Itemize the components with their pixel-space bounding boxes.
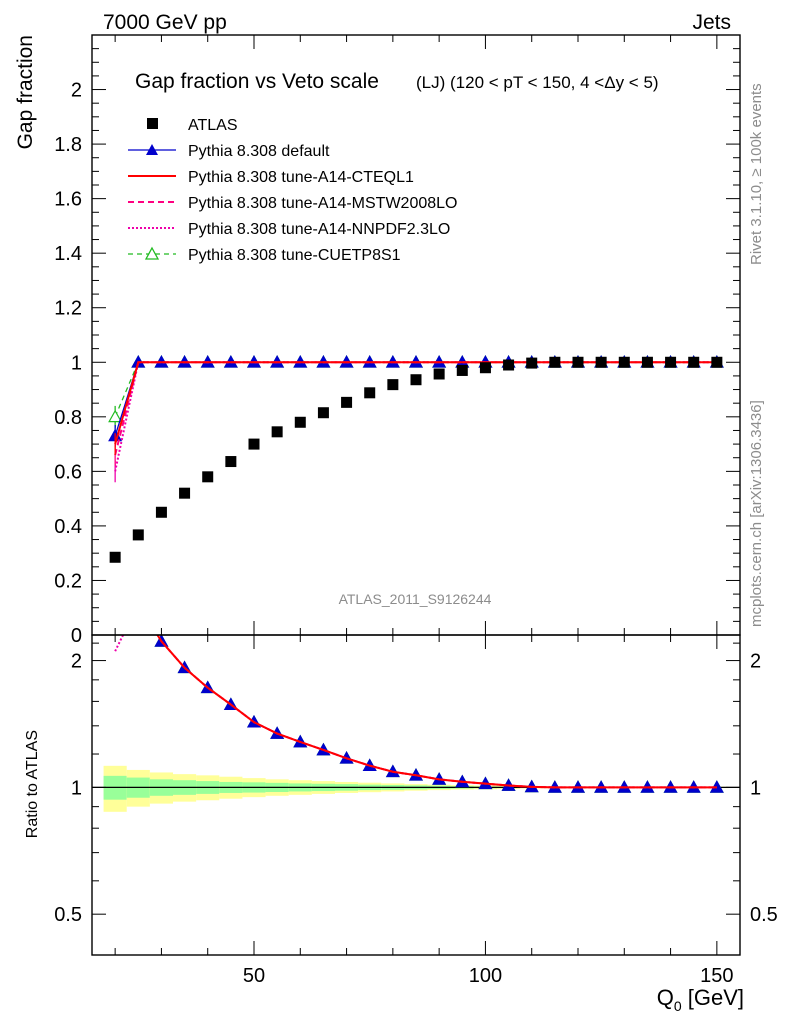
atlas-data-point [132, 529, 144, 541]
watermark-analysis: ATLAS_2011_S9126244 [339, 591, 492, 607]
y-tick-label: 1.6 [54, 189, 82, 211]
y-axis-label: Gap fraction [14, 35, 37, 149]
x-axis-label-sub: 0 [674, 998, 682, 1014]
atlas-data-point [641, 356, 653, 368]
ratio-y-tick-label: 1 [71, 777, 82, 799]
ratio-panel-frame [91, 634, 741, 956]
series-cuetp-ratio-point [132, 598, 144, 609]
legend-cuetp-label: Pythia 8.308 tune-CUETP8S1 [188, 247, 401, 264]
ratio-y-tick-label: 0.5 [54, 904, 82, 926]
legend-default-marker [146, 144, 158, 155]
atlas-data-point [341, 396, 353, 408]
legend-cteql1-label: Pythia 8.308 tune-A14-CTEQL1 [188, 169, 414, 186]
series-default-ratio-point [109, 609, 121, 620]
series-default-ratio-line [156, 635, 717, 789]
ratio-y-tick-label: 2 [71, 651, 82, 673]
legend-default-label: Pythia 8.308 default [188, 143, 330, 160]
legend: ATLAS Pythia 8.308 default Pythia 8.308 … [128, 117, 457, 264]
atlas-data-point [479, 362, 491, 374]
atlas-data-point [248, 438, 260, 450]
mcplots-label: mcplots.cern.ch [arXiv:1306.3436] [748, 400, 765, 627]
legend-cuetp-marker [144, 246, 160, 260]
atlas-data-point [618, 356, 630, 368]
atlas-data-point [665, 356, 677, 368]
chart-title: Gap fraction vs Veto scale [135, 70, 379, 93]
ratio-y-tick-label-right: 1 [750, 777, 761, 799]
y-tick-label: 2 [71, 80, 82, 102]
atlas-data-point [317, 407, 329, 419]
legend-atlas-marker [147, 118, 158, 129]
atlas-data-point [202, 471, 214, 483]
series-mstw-ratio-line [156, 635, 717, 789]
atlas-data-point [526, 357, 538, 369]
legend-nnpdf-label: Pythia 8.308 tune-A14-NNPDF2.3LO [188, 221, 450, 238]
x-tick-label: 50 [243, 965, 265, 987]
header-process-label: Jets [692, 11, 731, 34]
legend-atlas-label: ATLAS [188, 117, 238, 134]
x-axis-label-var: Q [657, 985, 674, 1010]
atlas-data-point [503, 359, 515, 371]
series-cuetp-ratio-point [109, 593, 121, 604]
y-tick-label: 0 [71, 625, 82, 647]
series-default-ratio-point [132, 598, 144, 609]
ratio-y-axis-label: Ratio to ATLAS [24, 730, 41, 838]
data-series [108, 355, 724, 793]
header-beam-label: 7000 GeV pp [103, 11, 227, 34]
ratio-y-tick-label-right: 0.5 [750, 904, 778, 926]
y-tick-label: 1.8 [54, 134, 82, 156]
series-cuetp-line [114, 361, 717, 418]
atlas-data-point [364, 387, 376, 399]
atlas-data-point [179, 487, 191, 499]
y-tick-label: 1.4 [54, 243, 82, 265]
atlas-data-point [688, 356, 700, 368]
atlas-data-point [271, 426, 283, 438]
atlas-points [109, 356, 723, 563]
series-cteql1-ratio-line [156, 635, 717, 789]
y-tick-label: 0.8 [54, 407, 82, 429]
atlas-data-point [549, 356, 561, 368]
series-cteql1-line [114, 361, 717, 445]
y-tick-label: 0.6 [54, 461, 82, 483]
atlas-data-point [595, 356, 607, 368]
atlas-data-point [109, 551, 121, 563]
atlas-data-point [410, 374, 422, 386]
y-tick-label: 1.2 [54, 298, 82, 320]
series-default-line [114, 361, 717, 437]
legend-mstw-label: Pythia 8.308 tune-A14-MSTW2008LO [188, 195, 457, 212]
atlas-data-point [155, 506, 167, 518]
x-tick-label: 100 [469, 965, 502, 987]
ratio-series-group [109, 593, 724, 793]
y-tick-label: 0.2 [54, 570, 82, 592]
ratio-y-tick-label-right: 2 [750, 651, 761, 673]
atlas-data-point [225, 456, 237, 468]
atlas-data-point [572, 356, 584, 368]
axes: 50 100 150 0 0.2 0.4 0.6 0.8 1 1.2 1.4 1.6 1.8 2 0.5 0.… [54, 34, 778, 987]
x-tick-label: 150 [700, 965, 733, 987]
y-tick-label: 0.4 [54, 516, 82, 538]
rivet-version-label: Rivet 3.1.10, ≥ 100k events [748, 83, 765, 265]
series-nnpdf-ratio-line [114, 635, 717, 789]
y-tick-label: 1 [71, 352, 82, 374]
x-axis-label-unit: [GeV] [682, 985, 744, 1010]
atlas-data-point [387, 379, 399, 391]
atlas-data-point [711, 356, 723, 368]
series-cuetp-point [108, 409, 123, 423]
atlas-data-point [433, 368, 445, 380]
atlas-data-point [294, 416, 306, 428]
chart-subtitle: (LJ) (120 < pT < 150, 4 <Δy < 5) [416, 73, 659, 92]
x-axis-label: Q0 [GeV] [657, 985, 744, 1014]
atlas-data-point [456, 364, 468, 376]
